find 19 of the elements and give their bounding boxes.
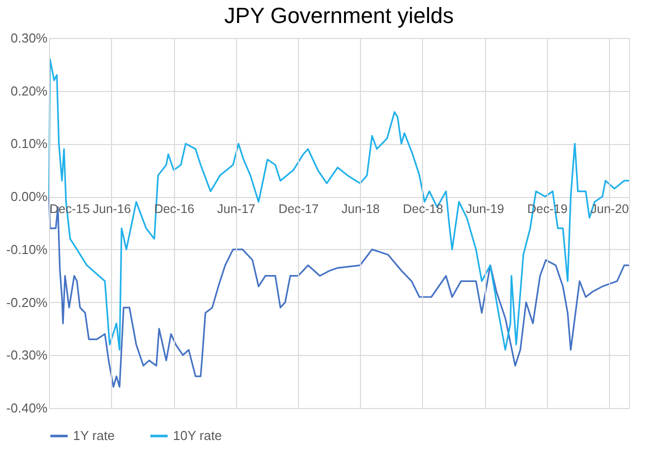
y-tick-label: 0.20%: [10, 83, 48, 98]
y-tick-label: -0.20%: [6, 294, 48, 310]
y-tick-label: 0.30%: [10, 30, 48, 46]
x-tick-label: Jun-18: [342, 202, 380, 216]
chart-title: JPY Government yields: [224, 3, 454, 28]
x-tick-label: Dec-18: [402, 202, 444, 216]
y-tick-label: -0.40%: [6, 400, 48, 416]
x-tick-label: Jun-16: [92, 202, 132, 216]
y-tick-label: -0.10%: [6, 242, 48, 257]
x-tick-label: Dec-17: [278, 202, 319, 216]
y-tick-label: 0.00%: [10, 189, 48, 204]
legend-label: 10Y rate: [173, 428, 222, 443]
line-series: [48, 196, 630, 388]
line-series: [48, 58, 630, 351]
legend-label: 1Y rate: [73, 428, 115, 443]
x-tick-label: Jun-19: [466, 202, 504, 216]
x-tick-label: Jun-17: [217, 202, 256, 216]
y-tick-label: 0.10%: [10, 136, 48, 152]
y-tick-label: -0.30%: [6, 348, 48, 363]
